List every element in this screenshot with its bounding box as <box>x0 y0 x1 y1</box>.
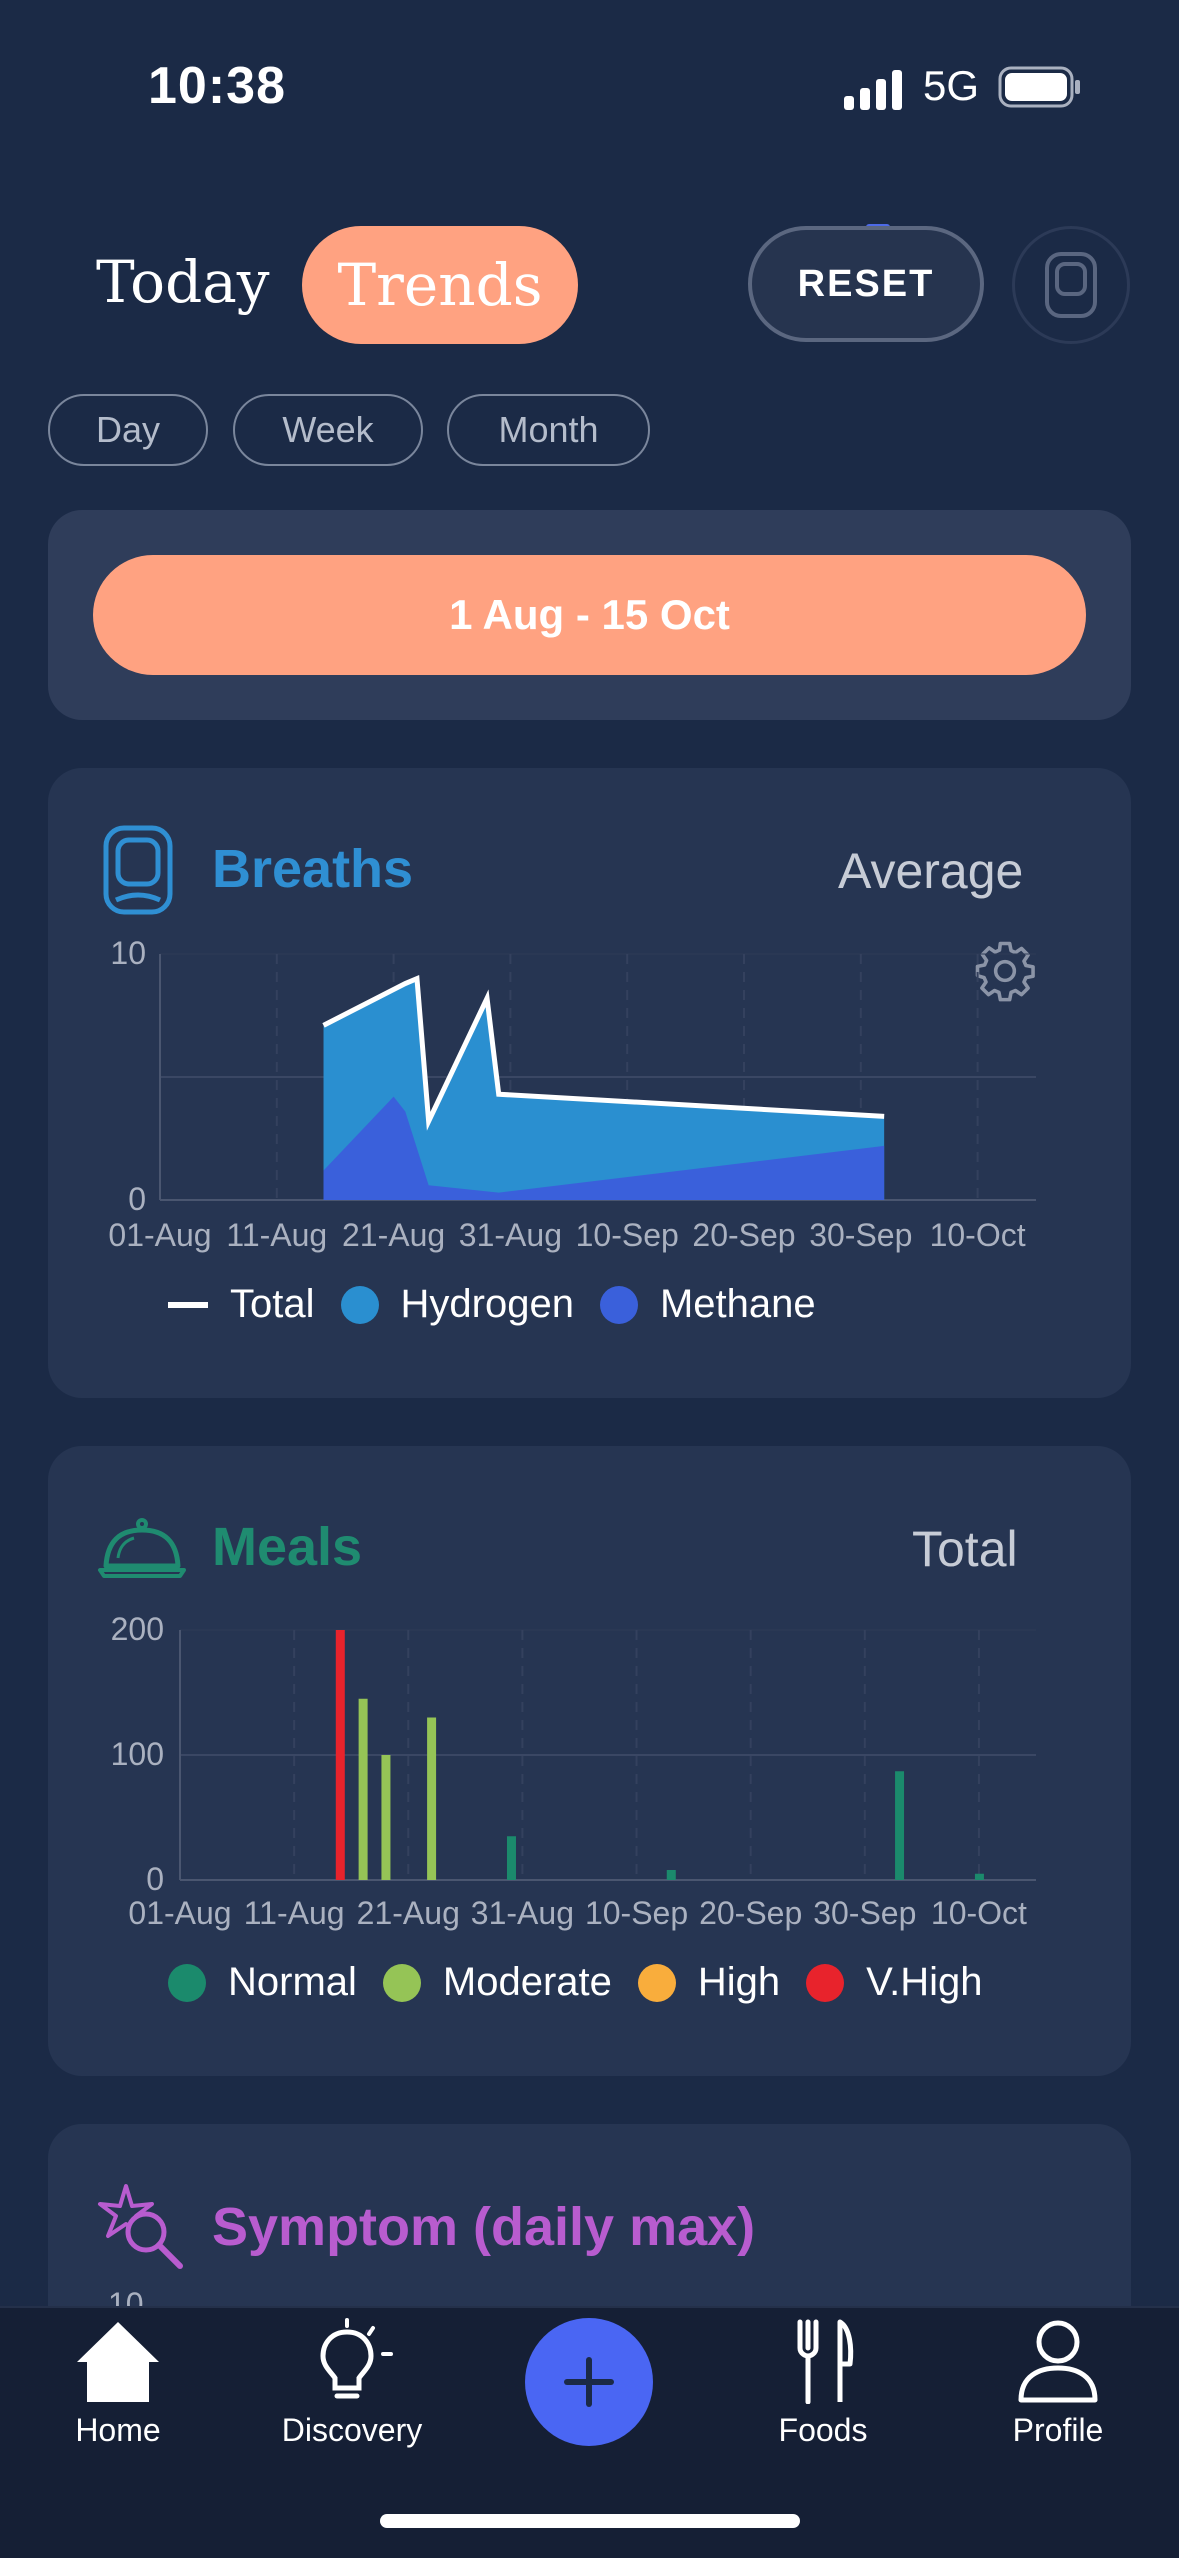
device-button[interactable] <box>1012 226 1130 344</box>
x-tick-label: 10-Sep <box>576 1217 679 1253</box>
meal-bar <box>358 1698 368 1880</box>
meal-bar <box>381 1755 391 1880</box>
x-tick-label: 10-Sep <box>585 1895 688 1931</box>
plus-icon <box>564 2357 614 2407</box>
legend-total-swatch <box>168 1301 208 1308</box>
x-tick-label: 20-Sep <box>699 1895 802 1931</box>
meal-bar <box>974 1873 984 1880</box>
meals-chart: 01-Aug 11-Aug 21-Aug 31-Aug 10-Sep 20-Sep 30-S… <box>111 1611 1036 1931</box>
x-tick-label: 31-Aug <box>471 1895 574 1931</box>
home-indicator <box>380 2514 800 2528</box>
nav-profile-label: Profile <box>1012 2412 1104 2448</box>
nav-foods[interactable]: Foods <box>723 2318 923 2449</box>
total-line <box>322 974 885 1131</box>
signal-icon <box>844 70 902 110</box>
hydrogen-area <box>323 978 885 1200</box>
y-tick-label: 200 <box>111 1611 164 1647</box>
date-range-button[interactable]: 1 Aug - 15 Oct <box>93 555 1086 675</box>
x-tick-label: 31-Aug <box>459 1217 562 1253</box>
methane-area <box>323 1096 885 1200</box>
nav-profile[interactable]: Profile <box>958 2318 1158 2449</box>
y-tick-label: 0 <box>146 1861 164 1897</box>
meals-card <box>48 1446 1131 2076</box>
legend-moderate-swatch <box>382 1963 421 2002</box>
x-tick-label: 10-Oct <box>931 1895 1027 1931</box>
meal-bar <box>666 1870 676 1880</box>
legend-methane-swatch <box>599 1285 638 1324</box>
legend-vhigh-swatch <box>806 1963 845 2002</box>
cloche-icon <box>98 1518 186 1578</box>
meal-bar <box>895 1771 905 1880</box>
nav-discovery[interactable]: Discovery <box>252 2318 452 2449</box>
legend-high: High <box>697 1960 781 2004</box>
x-tick-label: 21-Aug <box>342 1217 445 1253</box>
meal-bar <box>427 1717 437 1880</box>
x-tick-label: 11-Aug <box>226 1217 327 1253</box>
breaths-card <box>48 768 1131 1398</box>
x-tick-label: 11-Aug <box>244 1895 345 1931</box>
period-day[interactable]: Day <box>48 394 208 466</box>
battery-icon <box>998 66 1080 108</box>
legend-high-swatch <box>637 1963 676 2002</box>
y-tick-label: 10 <box>110 935 146 971</box>
x-tick-label: 20-Sep <box>692 1217 795 1253</box>
nav-home[interactable]: Home <box>18 2318 218 2449</box>
meal-bar <box>335 1630 345 1880</box>
nav-foods-label: Foods <box>778 2412 868 2448</box>
symptom-magnifier-icon <box>98 2184 183 2269</box>
nav-discovery-label: Discovery <box>281 2412 423 2448</box>
x-tick-label: 30-Sep <box>809 1217 912 1253</box>
legend-normal: Normal <box>228 1960 357 2004</box>
breath-device-icon <box>1045 252 1097 318</box>
y-tick-label: 0 <box>128 1181 146 1217</box>
x-tick-label: 10-Oct <box>930 1217 1026 1253</box>
meals-title: Meals <box>212 1517 363 1577</box>
x-tick-label: 21-Aug <box>357 1895 460 1931</box>
profile-icon <box>1018 2320 1098 2403</box>
breaths-title: Breaths <box>212 839 414 899</box>
period-month[interactable]: Month <box>447 394 650 466</box>
period-week[interactable]: Week <box>233 394 423 466</box>
legend-methane: Methane <box>659 1282 816 1326</box>
nav-home-label: Home <box>75 2412 161 2448</box>
legend-total: Total <box>230 1282 315 1326</box>
status-time: 10:38 <box>148 57 286 115</box>
legend-vhigh: V.High <box>866 1960 983 2004</box>
symptom-title: Symptom (daily max) <box>212 2197 756 2257</box>
reset-button[interactable]: RESET <box>748 226 984 342</box>
add-button[interactable] <box>525 2318 653 2446</box>
meal-bar <box>506 1836 516 1880</box>
home-icon <box>77 2322 159 2402</box>
breaths-aggregate[interactable]: Average <box>838 843 1024 899</box>
gear-icon[interactable] <box>972 938 1038 1004</box>
network-label: 5G <box>923 62 980 109</box>
x-tick-label: 01-Aug <box>108 1217 211 1253</box>
x-tick-label: 30-Sep <box>813 1895 916 1931</box>
tab-trends[interactable]: Trends <box>302 226 578 344</box>
meals-aggregate[interactable]: Total <box>912 1521 1018 1577</box>
breaths-legend: Total Hydrogen Methane <box>168 1282 816 1327</box>
x-tick-label: 01-Aug <box>128 1895 231 1931</box>
fork-knife-icon <box>797 2319 854 2404</box>
breath-device-icon <box>103 825 173 915</box>
y-tick-label: 100 <box>111 1736 164 1772</box>
tab-today[interactable]: Today <box>96 248 270 316</box>
lightbulb-icon <box>320 2318 393 2399</box>
legend-normal-swatch <box>168 1963 206 2002</box>
legend-hydrogen: Hydrogen <box>400 1282 574 1326</box>
breaths-chart: 01-Aug 11-Aug 21-Aug 31-Aug 10-Sep 20-Sep 30-S… <box>108 935 1036 1253</box>
legend-hydrogen-swatch <box>340 1285 379 1324</box>
meals-legend: Normal Moderate High V.High <box>168 1960 983 2005</box>
legend-moderate: Moderate <box>442 1960 612 2004</box>
